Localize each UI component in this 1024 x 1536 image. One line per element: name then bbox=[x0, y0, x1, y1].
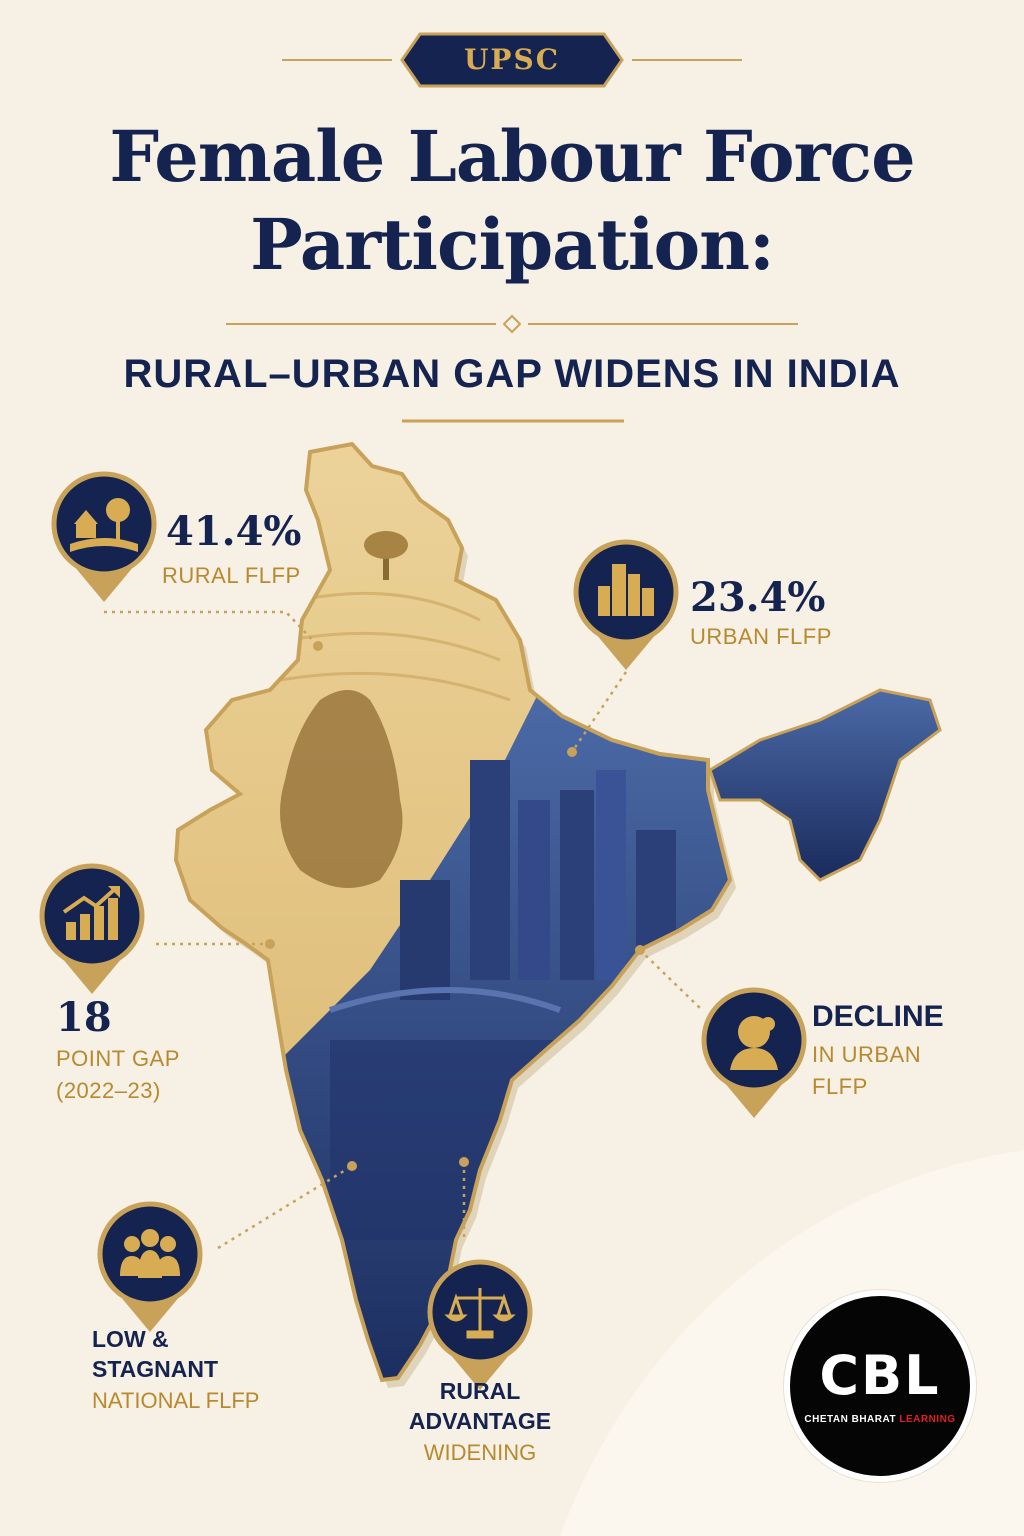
group-of-people-icon bbox=[120, 1229, 180, 1278]
urban-pin bbox=[576, 542, 676, 670]
point-gap-label: POINT GAP bbox=[56, 1046, 180, 1071]
decline-label-line1: IN URBAN bbox=[812, 1042, 922, 1067]
page-title-line2: Participation: bbox=[250, 203, 775, 286]
urban-flfp-label: URBAN FLFP bbox=[690, 624, 832, 649]
logo-subtitle-white: CHETAN BHARAT bbox=[804, 1414, 900, 1425]
farm-house-icon bbox=[70, 498, 138, 552]
balance-scale-icon bbox=[444, 1288, 516, 1339]
subtitle-underline bbox=[402, 419, 624, 423]
national-line1: LOW & bbox=[92, 1326, 169, 1352]
rising-bar-chart-icon bbox=[62, 886, 120, 940]
cbl-logo: CBL CHETAN BHARAT LEARNING bbox=[784, 1290, 976, 1482]
logo-subtitle-red: LEARNING bbox=[899, 1414, 956, 1425]
decline-heading: DECLINE bbox=[812, 1000, 944, 1033]
decline-label-line2: FLFP bbox=[812, 1074, 868, 1099]
page-subtitle: RURAL–URBAN GAP WIDENS IN INDIA bbox=[123, 352, 901, 396]
city-buildings-icon bbox=[598, 564, 654, 616]
woman-profile-icon bbox=[730, 1016, 778, 1070]
header-decoration bbox=[282, 32, 742, 88]
advantage-line3: WIDENING bbox=[423, 1440, 537, 1465]
urban-flfp-value: 23.4% bbox=[690, 574, 826, 621]
upsc-badge: UPSC bbox=[464, 43, 560, 76]
point-gap-year: (2022–23) bbox=[56, 1078, 161, 1103]
rural-pin bbox=[54, 474, 154, 602]
rural-flfp-value: 41.4% bbox=[166, 508, 302, 555]
advantage-line2: ADVANTAGE bbox=[408, 1408, 552, 1434]
logo-subtitle: CHETAN BHARAT LEARNING bbox=[790, 1414, 970, 1425]
decline-pin bbox=[704, 990, 804, 1118]
advantage-line1: RURAL bbox=[439, 1378, 521, 1404]
gap-pin bbox=[42, 866, 142, 994]
title-divider bbox=[226, 314, 798, 334]
advantage-pin bbox=[430, 1262, 530, 1390]
national-line3: NATIONAL FLFP bbox=[92, 1388, 260, 1413]
rural-flfp-label: RURAL FLFP bbox=[162, 563, 301, 588]
national-line2: STAGNANT bbox=[92, 1356, 219, 1382]
logo-wordmark: CBL bbox=[819, 1344, 941, 1407]
page-title-line1: Female Labour Force bbox=[109, 115, 915, 198]
point-gap-value: 18 bbox=[56, 994, 112, 1041]
national-pin bbox=[100, 1204, 200, 1332]
